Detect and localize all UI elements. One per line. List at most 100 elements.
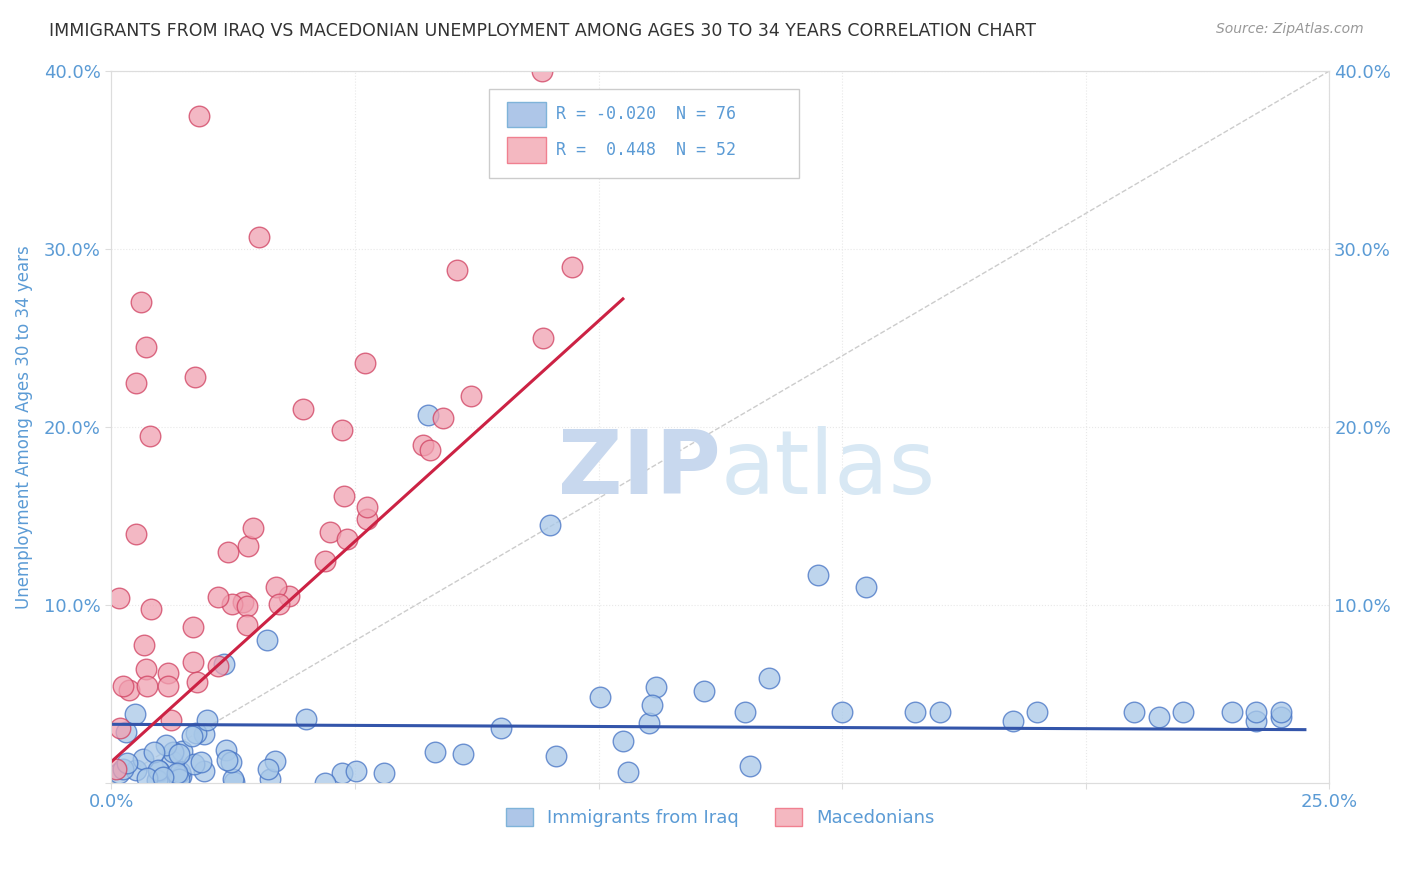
Point xyxy=(115,724,138,739)
Point xyxy=(330,423,353,437)
Text: Source: ZipAtlas.com: Source: ZipAtlas.com xyxy=(1216,22,1364,37)
Point xyxy=(1244,714,1267,728)
Point xyxy=(160,754,183,768)
Point xyxy=(108,765,131,780)
Point xyxy=(188,109,211,123)
Point xyxy=(693,683,716,698)
Point xyxy=(416,408,439,422)
Point xyxy=(181,655,204,669)
Point xyxy=(222,775,245,789)
Point xyxy=(336,532,359,546)
Point xyxy=(291,402,314,417)
Point xyxy=(186,674,208,689)
Point xyxy=(1123,705,1146,719)
Point xyxy=(142,745,165,759)
Point xyxy=(152,770,174,784)
Point xyxy=(167,747,190,761)
Point xyxy=(169,764,191,779)
Point xyxy=(412,437,434,451)
Point xyxy=(256,632,278,647)
Point xyxy=(1220,705,1243,719)
Point xyxy=(1026,705,1049,719)
Point xyxy=(125,763,148,777)
Point xyxy=(215,743,238,757)
Point xyxy=(259,772,281,786)
Point xyxy=(212,657,235,672)
Text: R =  0.448  N = 52: R = 0.448 N = 52 xyxy=(555,141,735,159)
Point xyxy=(183,620,205,634)
Point xyxy=(221,598,243,612)
Point xyxy=(491,721,513,735)
Point xyxy=(167,772,190,787)
Bar xyxy=(508,137,546,163)
Point xyxy=(169,769,191,783)
Point xyxy=(269,598,291,612)
Point xyxy=(124,706,146,721)
Point xyxy=(146,773,169,788)
Point xyxy=(257,763,280,777)
Point xyxy=(112,763,135,777)
Point xyxy=(1171,705,1194,719)
Point xyxy=(125,526,148,541)
Point xyxy=(538,518,561,533)
Point xyxy=(346,764,368,779)
Point xyxy=(236,618,259,632)
Text: atlas: atlas xyxy=(720,426,935,513)
Legend: Immigrants from Iraq, Macedonians: Immigrants from Iraq, Macedonians xyxy=(499,801,942,835)
Point xyxy=(148,764,170,779)
Point xyxy=(190,755,212,769)
Point xyxy=(235,599,257,614)
Point xyxy=(314,776,336,790)
Point xyxy=(446,263,468,277)
Point xyxy=(831,705,853,719)
Point xyxy=(373,765,395,780)
Point xyxy=(118,682,141,697)
Point xyxy=(425,745,447,759)
Point xyxy=(356,500,378,514)
Point xyxy=(215,753,238,767)
Point xyxy=(758,671,780,685)
Point xyxy=(183,756,205,771)
Point xyxy=(193,764,215,779)
Point xyxy=(139,429,162,443)
Y-axis label: Unemployment Among Ages 30 to 34 years: Unemployment Among Ages 30 to 34 years xyxy=(15,245,32,609)
Point xyxy=(183,369,205,384)
Point xyxy=(928,705,950,719)
Point xyxy=(166,765,188,780)
Point xyxy=(207,590,229,604)
Point xyxy=(356,512,378,526)
Point xyxy=(135,771,157,785)
Point xyxy=(186,726,208,740)
Point xyxy=(115,756,138,771)
Point xyxy=(738,759,761,773)
Point xyxy=(855,580,877,594)
Point xyxy=(1001,714,1024,728)
Point xyxy=(531,64,554,78)
Point xyxy=(129,295,152,310)
Point xyxy=(242,521,264,535)
Point xyxy=(193,727,215,741)
Point xyxy=(247,230,270,244)
Point xyxy=(207,659,229,673)
Point xyxy=(641,698,664,712)
Point xyxy=(1147,710,1170,724)
Point xyxy=(105,762,128,776)
Text: ZIP: ZIP xyxy=(558,426,720,513)
Point xyxy=(319,525,342,540)
Point xyxy=(544,748,567,763)
Point xyxy=(460,389,482,403)
Point xyxy=(904,705,927,719)
Point xyxy=(222,772,245,786)
Point xyxy=(152,772,174,786)
Point xyxy=(156,679,179,693)
Point xyxy=(333,489,356,503)
FancyBboxPatch shape xyxy=(489,89,800,178)
Point xyxy=(330,766,353,780)
Text: R = -0.020  N = 76: R = -0.020 N = 76 xyxy=(555,105,735,123)
Point xyxy=(561,260,583,275)
Point xyxy=(451,747,474,761)
Point xyxy=(111,679,134,693)
Point xyxy=(125,376,148,390)
Point xyxy=(278,589,301,603)
Point xyxy=(108,721,131,735)
